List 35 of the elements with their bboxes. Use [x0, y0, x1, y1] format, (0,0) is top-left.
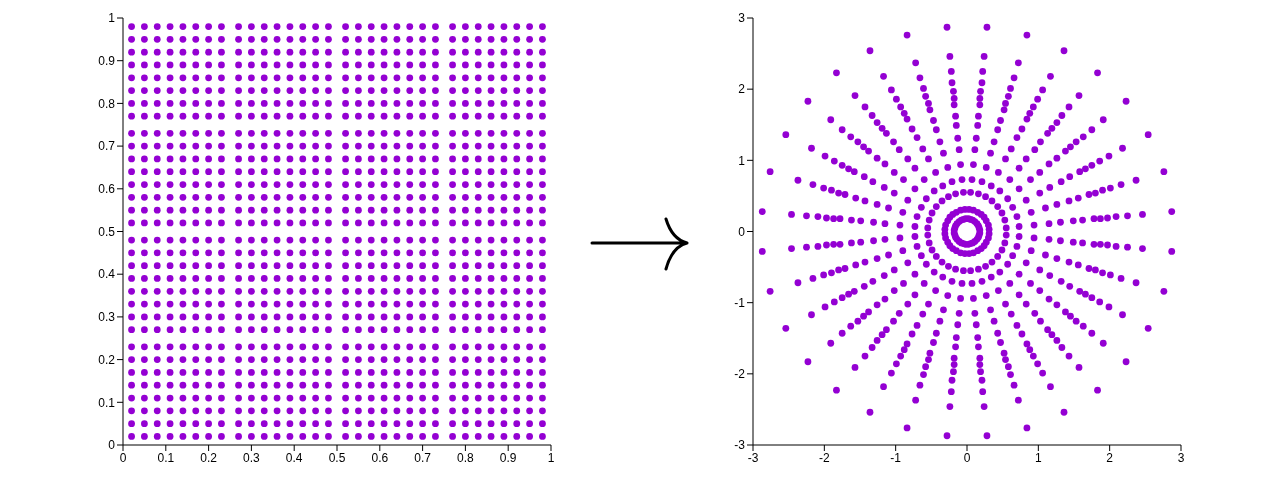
x-tick-label: 0.8: [457, 450, 475, 465]
y-tick-label: 1: [108, 11, 116, 26]
y-tick-label: -1: [734, 295, 746, 310]
y-tick-label: 0.6: [98, 182, 116, 197]
y-tick-label: 0.5: [98, 224, 116, 239]
y-tick-label: 0: [108, 438, 116, 453]
y-tick-label: 0.8: [98, 96, 116, 111]
y-tick-label: 0.9: [98, 53, 116, 68]
y-tick-label: 1: [738, 153, 746, 168]
y-tick-label: 3: [738, 11, 746, 26]
y-tick-label: 0.7: [98, 139, 116, 154]
x-tick-label: 0: [963, 450, 971, 465]
y-tick-label: 0: [738, 224, 746, 239]
x-tick-label: 0.1: [157, 450, 175, 465]
y-tick-label: -2: [734, 367, 746, 382]
x-tick-label: 0.7: [414, 450, 432, 465]
y-tick-label: 0.3: [98, 310, 116, 325]
y-tick-label: 2: [738, 82, 746, 97]
x-tick-label: 0.5: [328, 450, 346, 465]
y-tick-label: 0.1: [98, 395, 116, 410]
x-tick-label: 3: [1177, 450, 1185, 465]
y-tick-label: 0.4: [98, 267, 116, 282]
x-tick-label: -1: [890, 450, 902, 465]
x-tick-label: 2: [1106, 450, 1114, 465]
x-tick-label: -2: [819, 450, 830, 465]
x-tick-label: 0.9: [499, 450, 517, 465]
y-tick-label: 0.2: [98, 352, 116, 367]
x-tick-label: 0.2: [200, 450, 218, 465]
x-tick-label: 0.3: [243, 450, 261, 465]
x-tick-label: 0: [119, 450, 127, 465]
x-tick-label: 0.6: [371, 450, 389, 465]
x-tick-label: 1: [547, 450, 555, 465]
x-tick-label: 1: [1034, 450, 1042, 465]
x-tick-label: 0.4: [285, 450, 303, 465]
y-tick-label: -3: [734, 438, 746, 453]
